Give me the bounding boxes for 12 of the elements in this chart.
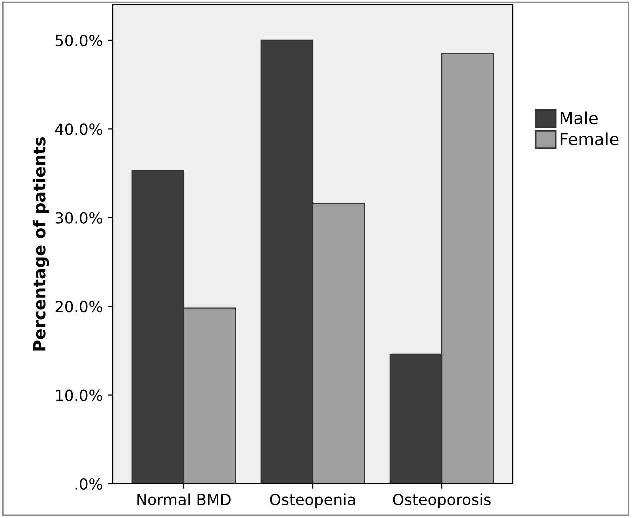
y-tick-label: 50.0%: [56, 34, 102, 47]
x-tick-label: Osteoporosis: [393, 494, 491, 509]
y-tick-label: 40.0%: [55, 124, 102, 136]
x-tick-label: Normal BMD: [138, 494, 231, 506]
legend-label: Female: [560, 132, 619, 146]
y-tick-label: 30.0%: [56, 212, 102, 224]
y-axis-title: Percentage of patients: [32, 138, 50, 351]
y-tick-label: .0%: [76, 478, 102, 490]
y-tick-label: 20.0%: [56, 301, 102, 313]
y-tick-label: 10.0%: [56, 390, 102, 402]
x-tick-label: Osteopenia: [270, 494, 356, 509]
legend-label: Male: [560, 112, 598, 125]
